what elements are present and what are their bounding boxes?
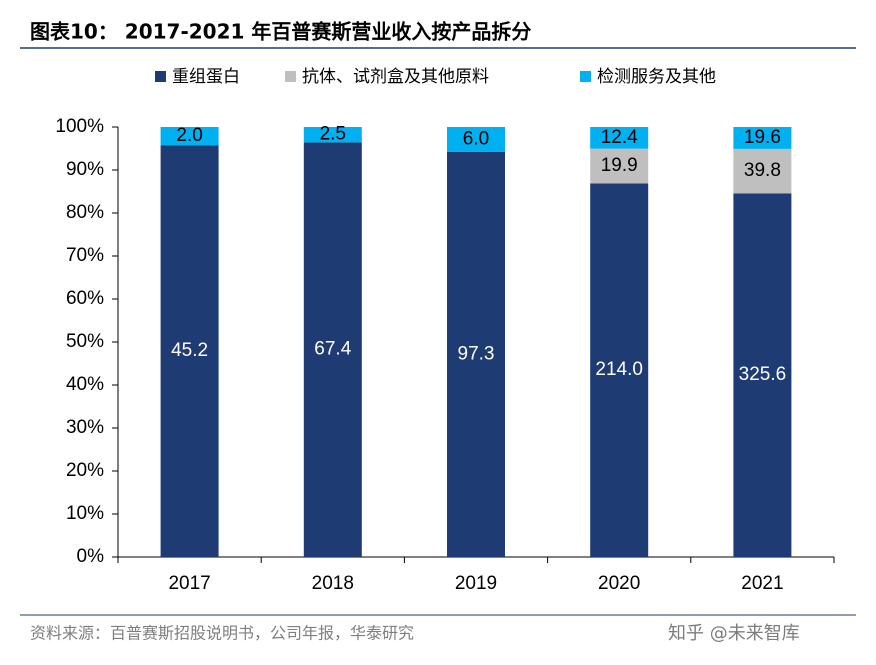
x-tick-label: 2021 [741,573,783,594]
x-tick-label: 2017 [168,573,210,594]
data-label: 39.8 [744,160,781,181]
data-label: 19.6 [744,127,781,148]
data-label: 67.4 [314,339,351,360]
bar-segment [733,148,792,194]
data-label: 12.4 [601,127,638,148]
y-tick-label: 50% [66,331,104,352]
data-label: 19.9 [601,155,638,176]
data-label: 2.5 [320,124,346,145]
bar-segment [447,127,505,152]
y-tick-label: 20% [66,460,104,481]
data-label: 97.3 [458,344,495,365]
x-tick-label: 2019 [455,573,497,594]
bar-segment [590,148,649,184]
y-tick-label: 0% [77,546,105,567]
bar-segment [303,127,362,143]
legend-swatch [155,71,166,82]
bar-segment [733,127,792,149]
x-tick-label: 2018 [312,573,354,594]
bar-segment [590,183,649,558]
y-tick-label: 30% [66,417,104,438]
source-note: 资料来源：百普赛斯招股说明书，公司年报，华泰研究 [30,624,414,643]
legend-swatch [580,71,591,82]
watermark: 知乎 @未来智库 [668,623,800,644]
y-tick-label: 40% [66,374,104,395]
bar-segment [303,142,362,557]
legend-swatch [285,71,296,82]
data-label: 6.0 [463,129,489,150]
bar-segment [447,151,505,557]
bar-segment [733,193,792,558]
y-tick-label: 100% [55,116,104,137]
y-tick-label: 80% [66,202,104,223]
legend-label: 重组蛋白 [172,67,240,87]
bar-segment [590,127,649,149]
data-label: 2.0 [176,125,202,146]
legend-label: 抗体、试剂盒及其他原料 [302,67,489,87]
y-tick-label: 90% [66,159,104,180]
data-label: 325.6 [739,364,787,385]
data-label: 214.0 [595,359,643,380]
data-label: 45.2 [171,340,208,361]
chart-title: 图表10： 2017-2021 年百普赛斯营业收入按产品拆分 [30,20,531,44]
y-tick-label: 70% [66,245,104,266]
y-tick-label: 60% [66,288,104,309]
y-tick-label: 10% [66,503,104,524]
bar-segment [160,145,219,557]
x-tick-label: 2020 [598,573,640,594]
legend-label: 检测服务及其他 [597,67,716,87]
bar-segment [160,127,219,146]
